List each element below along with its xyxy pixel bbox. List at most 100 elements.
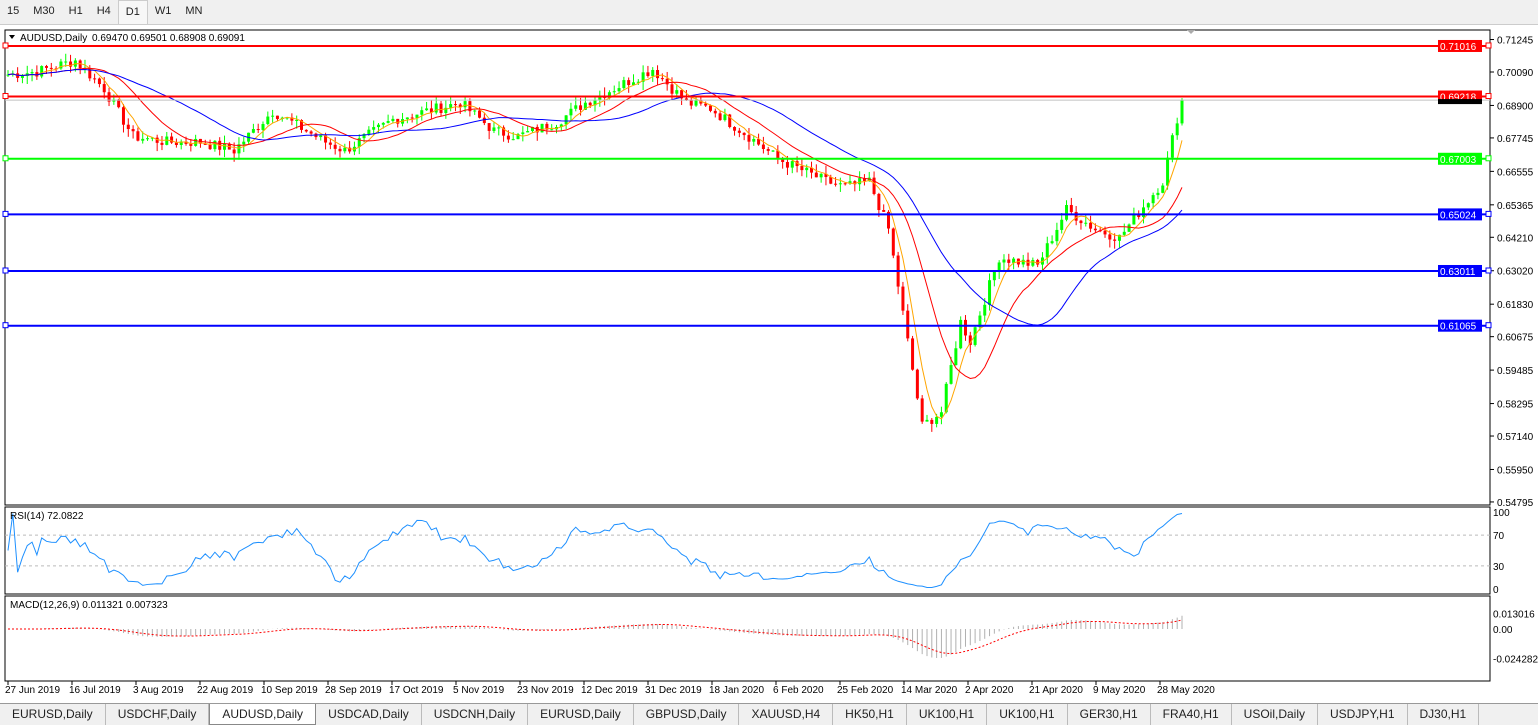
chart-tab[interactable]: HK50,H1 [833,704,907,725]
candle-body [463,101,467,108]
chart-tab[interactable]: AUDUSD,Daily [209,704,317,725]
chart-tab[interactable]: USDCHF,Daily [106,704,210,725]
timeframe-H4[interactable]: H4 [96,5,111,17]
candle-body [88,67,92,79]
chart-symbol-title: AUDUSD,Daily [20,33,87,44]
level-price-tag [1438,152,1482,165]
price-tick-label: 0.55950 [1497,465,1534,476]
candle-body [819,173,823,178]
candle-body [824,173,828,178]
candle-body [583,102,587,110]
candle-body [834,183,838,185]
candle-body [261,124,265,130]
candle-body [208,144,212,150]
candle-body [968,335,972,345]
candle-body [853,181,857,185]
chart-tab[interactable]: GBPUSD,Daily [634,704,740,725]
chart-tab[interactable]: XAUUSD,H4 [739,704,834,725]
candle-body [656,69,660,79]
candle-body [718,113,722,121]
candle-body [59,61,63,69]
chart-tab[interactable]: USDCNH,Daily [422,704,529,725]
candle-body [574,105,578,109]
timeframe-15[interactable]: 15 [7,5,20,17]
timeframe-H1[interactable]: H1 [68,5,83,17]
candle-body [521,132,525,135]
price-chart[interactable]: 0.71245 0.70090 0.68900 0.67745 0.66555 0.653… [0,24,1538,703]
candle-body [40,66,44,77]
candle-body [747,135,751,142]
chart-tab[interactable]: GER30,H1 [1068,704,1151,725]
candle-body [93,78,97,80]
candle-body [1151,195,1155,204]
candle-body [237,144,241,154]
candle-body [112,99,116,102]
chart-tab[interactable]: UK100,H1 [907,704,988,725]
candle-body [1137,214,1141,218]
candle-body [785,161,789,168]
candle-body [20,76,24,78]
candle-body [30,72,34,74]
candle-body [963,319,967,336]
candle-body [511,139,515,141]
timeframe-W1[interactable]: W1 [154,5,172,17]
candle-body [1127,224,1131,232]
date-label: 6 Feb 2020 [773,685,824,696]
candle-body [617,88,621,92]
chart-tab[interactable]: DJ30,H1 [1408,704,1480,725]
candle-body [925,419,929,422]
price-tick-label: 0.59485 [1497,366,1534,377]
candle-body [194,138,198,146]
candle-body [338,148,342,152]
level-handle [2,267,9,274]
chart-tab[interactable]: USDCAD,Daily [316,704,422,725]
rsi-tick-label: 0 [1493,585,1499,596]
macd-tick-label: 0.013016 [1493,609,1535,620]
candle-body [396,118,400,124]
candle-body [1175,123,1179,136]
rsi-tick-label: 70 [1493,531,1505,542]
candle-body [1060,219,1064,230]
candle-body [1142,207,1146,218]
candle-body [348,147,352,152]
candle-body [319,135,323,138]
candle-body [78,60,82,69]
candle-body [728,114,732,128]
candle-body [203,143,207,145]
timeframe-MN[interactable]: MN [185,5,203,17]
candle-body [453,104,457,106]
timeframe-M30[interactable]: M30 [33,5,55,17]
chart-tab[interactable]: EURUSD,Daily [0,704,106,725]
level-price-label: 0.67003 [1440,155,1477,166]
candle-body [420,110,424,115]
price-tick-label: 0.61830 [1497,300,1534,311]
candle-body [97,78,101,85]
candle-body [723,114,727,121]
candle-body [179,141,183,146]
candle-body [309,131,313,134]
rsi-label: RSI(14) 72.0822 [10,511,84,522]
candle-body [530,126,534,132]
candle-body [988,280,992,305]
chart-tab[interactable]: UK100,H1 [987,704,1068,725]
price-tick-label: 0.70090 [1497,68,1534,79]
chart-tab[interactable]: USDJPY,H1 [1318,704,1408,725]
chart-tab[interactable]: EURUSD,Daily [528,704,634,725]
candle-body [1122,231,1126,235]
candle-body [810,167,814,173]
candle-body [146,138,150,140]
chart-tab[interactable]: USOil,Daily [1232,704,1319,725]
chart-tab[interactable]: FRA40,H1 [1151,704,1232,725]
level-price-label: 0.65024 [1440,210,1477,221]
candle-body [742,132,746,136]
price-tick-label: 0.65365 [1497,201,1534,212]
level-price-label: 0.69218 [1440,93,1477,104]
candle-body [814,172,818,178]
candle-body [473,110,477,112]
candle-body [343,147,347,152]
timeframe-D1[interactable]: D1 [117,0,148,24]
ma-mid-line [7,67,1183,379]
date-label: 28 Sep 2019 [325,685,382,696]
level-price-tag [1438,319,1482,332]
level-price-label: 0.71016 [1440,42,1477,53]
